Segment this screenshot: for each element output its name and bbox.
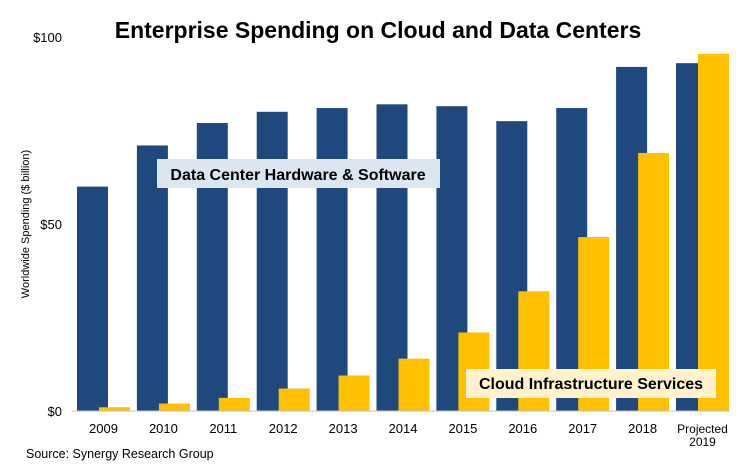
- legend-label-cloud: Cloud Infrastructure Services: [466, 369, 716, 398]
- bar-data-center-4: [316, 108, 348, 411]
- x-tick-label: 2017: [568, 421, 597, 436]
- bar-cloud-2: [218, 397, 250, 411]
- bar-cloud-0: [99, 407, 130, 411]
- bar-cloud-1: [158, 403, 190, 411]
- x-tick-label: Projected 2019: [677, 422, 728, 449]
- y-tick-label: $0: [48, 404, 62, 419]
- bar-cloud-10: [698, 53, 729, 411]
- x-tick-label: 2010: [149, 421, 178, 436]
- legend-label-data-center: Data Center Hardware & Software: [157, 159, 440, 188]
- chart-title: Enterprise Spending on Cloud and Data Ce…: [115, 17, 642, 43]
- bar-cloud-5: [398, 358, 430, 411]
- y-axis-label: Worldwide Spending ($ billion): [20, 150, 32, 298]
- legend-label-cloud-text: Cloud Infrastructure Services: [479, 376, 703, 393]
- x-tick-label: 2016: [508, 421, 537, 436]
- bar-cloud-4: [338, 375, 370, 411]
- y-tick-label: $50: [40, 217, 62, 232]
- x-tick-label: 2009: [89, 421, 118, 436]
- bar-data-center-1: [136, 145, 168, 411]
- x-tick-label: 2018: [628, 421, 657, 436]
- x-tick-label: 2012: [269, 421, 298, 436]
- bar-data-center-0: [77, 186, 108, 411]
- x-tick-label: 2015: [448, 421, 477, 436]
- x-tick-label: 2011: [209, 421, 237, 436]
- bar-data-center-3: [256, 111, 288, 412]
- x-tick-label: 2014: [389, 421, 418, 436]
- source-note: Source: Synergy Research Group: [26, 447, 214, 461]
- x-tick-label: 2013: [329, 421, 358, 436]
- y-tick-label: $100: [33, 30, 62, 45]
- bar-cloud-9: [638, 152, 670, 411]
- legend-label-data-center-text: Data Center Hardware & Software: [170, 167, 425, 184]
- bar-cloud-3: [278, 388, 310, 411]
